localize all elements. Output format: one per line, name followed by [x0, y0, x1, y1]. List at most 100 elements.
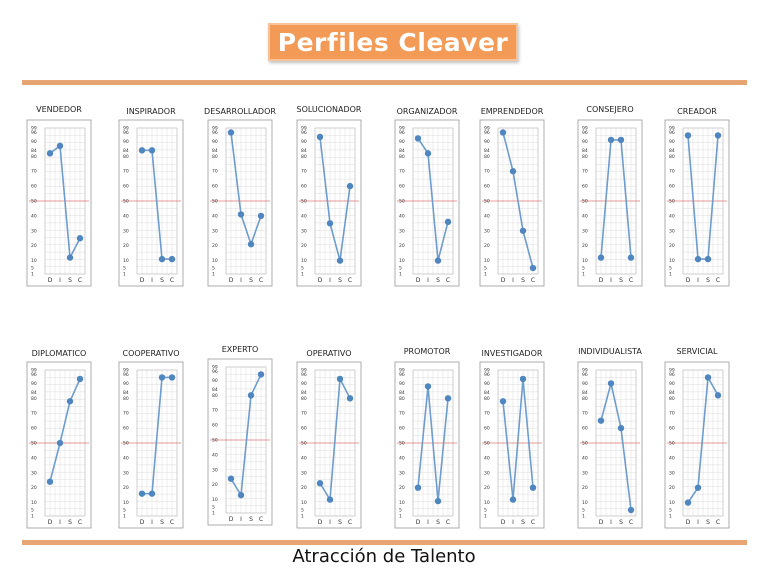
tick-label: 1 — [484, 272, 487, 278]
tick-label: 10 — [31, 258, 37, 264]
tick-label: 1 — [31, 514, 34, 520]
tick-label: 50 — [212, 438, 218, 444]
tick-label: 5 — [212, 505, 215, 511]
tick-label: 99 — [301, 126, 307, 132]
data-point — [597, 254, 605, 261]
tick-label: 10 — [669, 500, 675, 506]
tick-label: 1 — [123, 272, 126, 278]
chart-frame — [296, 119, 362, 287]
tick-label: 99 — [484, 126, 490, 132]
profile-title: COOPERATIVO — [122, 349, 179, 358]
tick-label: 50 — [669, 441, 675, 447]
category-label: I — [151, 277, 153, 284]
data-point — [694, 484, 702, 491]
data-point — [519, 227, 527, 234]
tick-label: 99 — [399, 368, 405, 374]
tick-label: 84 — [669, 148, 675, 154]
category-label: S — [249, 516, 253, 523]
tick-label: 1 — [399, 272, 402, 278]
tick-label: 84 — [484, 390, 490, 396]
tick-label: 1 — [399, 514, 402, 520]
tick-label: 60 — [212, 184, 218, 190]
chart-frame — [118, 361, 184, 529]
top-divider — [22, 80, 747, 85]
tick-label: 90 — [123, 139, 129, 145]
tick-label: 10 — [31, 500, 37, 506]
data-point — [316, 133, 324, 141]
tick-label: 20 — [484, 485, 490, 491]
category-label: C — [170, 277, 174, 284]
chart-frame — [394, 119, 460, 287]
category-label: S — [338, 519, 342, 526]
category-label: I — [240, 277, 242, 284]
tick-label: 90 — [582, 381, 588, 387]
tick-label: 90 — [31, 381, 37, 387]
category-label: S — [68, 519, 72, 526]
tick-label: 10 — [123, 258, 129, 264]
tick-label: 50 — [582, 199, 588, 205]
data-point — [56, 439, 64, 447]
tick-label: 40 — [399, 455, 405, 461]
series-line — [319, 136, 351, 261]
tick-label: 50 — [123, 441, 129, 447]
tick-label: 96 — [399, 372, 405, 378]
tick-label: 40 — [484, 213, 490, 219]
tick-label: 10 — [301, 500, 307, 506]
tick-label: 70 — [212, 408, 218, 414]
tick-label: 70 — [31, 169, 37, 175]
tick-label: 5 — [123, 508, 126, 514]
tick-label: 84 — [301, 148, 307, 154]
category-label: D — [501, 277, 506, 284]
tick-label: 40 — [31, 455, 37, 461]
tick-label: 96 — [212, 369, 218, 375]
tick-label: 5 — [399, 266, 402, 272]
tick-label: 80 — [399, 396, 405, 402]
data-point — [529, 264, 537, 272]
tick-label: 60 — [669, 184, 675, 190]
category-label: S — [521, 519, 525, 526]
tick-label: 40 — [301, 455, 307, 461]
tick-label: 20 — [669, 243, 675, 249]
tick-label: 20 — [399, 485, 405, 491]
tick-label: 90 — [484, 381, 490, 387]
tick-label: 84 — [123, 390, 129, 396]
series-line — [502, 132, 534, 269]
chart-frame — [664, 361, 730, 529]
tick-label: 60 — [484, 426, 490, 432]
tick-label: 60 — [582, 426, 588, 432]
tick-label: 10 — [301, 258, 307, 264]
category-label: C — [446, 277, 450, 284]
tick-label: 50 — [31, 199, 37, 205]
data-point — [56, 142, 64, 150]
tick-label: 10 — [669, 258, 675, 264]
tick-label: 96 — [123, 130, 129, 136]
tick-label: 40 — [123, 455, 129, 461]
tick-label: 60 — [301, 426, 307, 432]
tick-label: 84 — [484, 148, 490, 154]
data-point — [168, 255, 176, 263]
tick-label: 50 — [301, 199, 307, 205]
tick-label: 1 — [582, 272, 585, 278]
data-point — [519, 375, 527, 383]
data-point — [336, 375, 344, 383]
tick-label: 1 — [301, 272, 304, 278]
tick-label: 30 — [301, 470, 307, 476]
tick-label: 90 — [669, 139, 675, 145]
tick-label: 20 — [669, 485, 675, 491]
data-point — [434, 257, 442, 264]
tick-label: 40 — [212, 213, 218, 219]
data-point — [336, 257, 344, 264]
category-label: D — [416, 519, 421, 526]
data-point — [597, 417, 605, 424]
data-point — [76, 375, 84, 383]
tick-label: 99 — [582, 126, 588, 132]
tick-label: 99 — [212, 365, 218, 371]
tick-label: 10 — [484, 258, 490, 264]
tick-label: 96 — [301, 372, 307, 378]
category-label: C — [78, 519, 82, 526]
